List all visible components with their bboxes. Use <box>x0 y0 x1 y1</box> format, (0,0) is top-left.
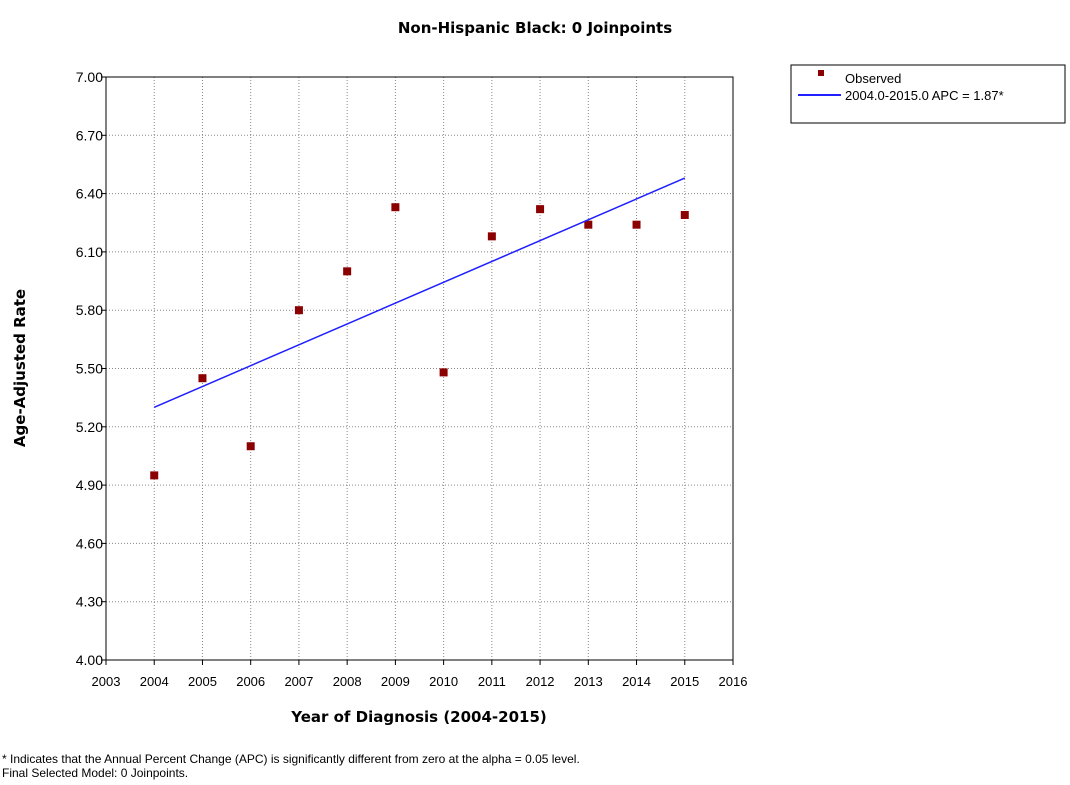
y-axis-title: Age-Adjusted Rate <box>11 289 29 447</box>
y-tick-label: 5.20 <box>76 419 103 435</box>
y-tick-label: 4.90 <box>76 477 103 493</box>
data-point <box>487 232 496 241</box>
x-tick-label: 2007 <box>284 674 313 689</box>
x-tick-label: 2004 <box>140 674 169 689</box>
y-tick-label: 4.30 <box>76 594 103 610</box>
x-tick-label: 2015 <box>670 674 699 689</box>
x-tick-label: 2013 <box>574 674 603 689</box>
y-tick-label: 5.50 <box>76 361 103 377</box>
data-point <box>343 267 352 276</box>
plot-area <box>106 77 733 660</box>
y-tick-label: 6.40 <box>76 186 103 202</box>
data-point <box>391 203 400 212</box>
data-point <box>632 220 641 229</box>
chart-title: Non-Hispanic Black: 0 Joinpoints <box>398 19 672 37</box>
data-point <box>150 471 159 480</box>
fit-line <box>153 177 686 409</box>
data-point <box>536 205 545 214</box>
data-point <box>246 442 255 451</box>
y-tick-label: 4.00 <box>76 652 103 668</box>
data-point <box>294 306 303 315</box>
x-axis-title: Year of Diagnosis (2004-2015) <box>290 708 547 726</box>
footnote: Final Selected Model: 0 Joinpoints. <box>2 766 188 780</box>
x-tick-label: 2009 <box>381 674 410 689</box>
y-tick-label: 6.70 <box>76 127 103 143</box>
x-tick-label: 2010 <box>429 674 458 689</box>
x-tick-label: 2006 <box>236 674 265 689</box>
x-tick-label: 2003 <box>92 674 121 689</box>
y-tick-label: 4.60 <box>76 535 103 551</box>
data-point <box>584 220 593 229</box>
legend-swatch <box>818 70 824 76</box>
y-tick-label: 7.00 <box>76 69 103 85</box>
plot-border <box>105 76 734 661</box>
legend-label: 2004.0-2015.0 APC = 1.87* <box>845 88 1004 103</box>
y-tick-label: 6.10 <box>76 244 103 260</box>
x-tick-label: 2016 <box>719 674 748 689</box>
y-tick-label: 5.80 <box>76 302 103 318</box>
data-point <box>680 210 689 219</box>
x-tick-label: 2008 <box>333 674 362 689</box>
data-point <box>198 374 207 383</box>
x-tick-label: 2014 <box>622 674 651 689</box>
x-tick-label: 2011 <box>478 674 506 689</box>
x-tick-label: 2005 <box>188 674 217 689</box>
x-tick-label: 2012 <box>526 674 555 689</box>
legend-label: Observed <box>845 71 901 86</box>
data-point <box>439 368 448 377</box>
footnote: * Indicates that the Annual Percent Chan… <box>2 752 580 766</box>
